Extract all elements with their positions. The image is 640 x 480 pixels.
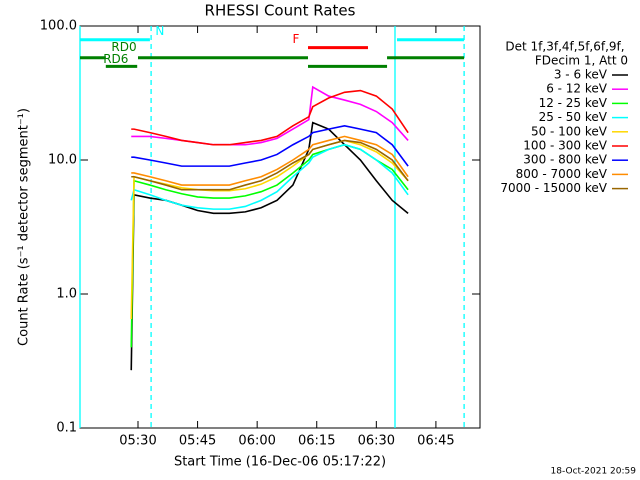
- state-label: RD6: [103, 52, 128, 66]
- x-axis-label: Start Time (16-Dec-06 05:17:22): [174, 455, 386, 470]
- plot-frame: [79, 25, 481, 429]
- series-line: [130, 121, 409, 371]
- legend-label: 100 - 300 keV: [523, 139, 607, 153]
- x-tick-label: 05:45: [179, 434, 216, 449]
- x-tick-label: 05:30: [119, 434, 156, 449]
- y-tick-label: 10.0: [48, 153, 77, 168]
- series-line: [130, 139, 409, 320]
- y-tick-label: 100.0: [40, 19, 77, 34]
- y-tick-label: 1.0: [56, 287, 77, 302]
- series-line: [131, 124, 409, 167]
- legend-label: 12 - 25 keV: [539, 96, 608, 110]
- state-label: N: [155, 24, 164, 38]
- legend-header: FDecim 1, Att 0: [535, 54, 628, 68]
- legend-header: Det 1f,3f,4f,5f,6f,9f,: [505, 40, 624, 54]
- legend-label: 50 - 100 keV: [531, 124, 608, 138]
- series-line: [130, 143, 409, 210]
- series-line: [131, 89, 409, 146]
- state-label: RD0: [111, 40, 136, 54]
- legend-label: 300 - 800 keV: [523, 153, 607, 167]
- series-line: [130, 143, 409, 348]
- legend-label: 800 - 7000 keV: [516, 167, 608, 181]
- chart-title: RHESSI Count Rates: [205, 2, 356, 20]
- x-tick-label: 06:00: [238, 434, 275, 449]
- series-line: [131, 85, 409, 146]
- x-tick-label: 06:15: [298, 434, 335, 449]
- series-line: [131, 139, 409, 191]
- state-label: F: [293, 32, 300, 46]
- legend-label: 6 - 12 keV: [546, 82, 608, 96]
- legend-label: 7000 - 15000 keV: [500, 181, 607, 195]
- x-tick-label: 06:30: [358, 434, 395, 449]
- legend-label: 25 - 50 keV: [539, 110, 608, 124]
- x-tick-label: 06:45: [417, 434, 454, 449]
- y-tick-label: 0.1: [56, 421, 77, 436]
- legend-label: 3 - 6 keV: [554, 68, 608, 82]
- footer: 18-Oct-2021 20:59: [551, 467, 637, 477]
- series-line: [131, 135, 409, 186]
- y-axis-label: Count Rate (s⁻¹ detector segment⁻¹): [17, 108, 32, 346]
